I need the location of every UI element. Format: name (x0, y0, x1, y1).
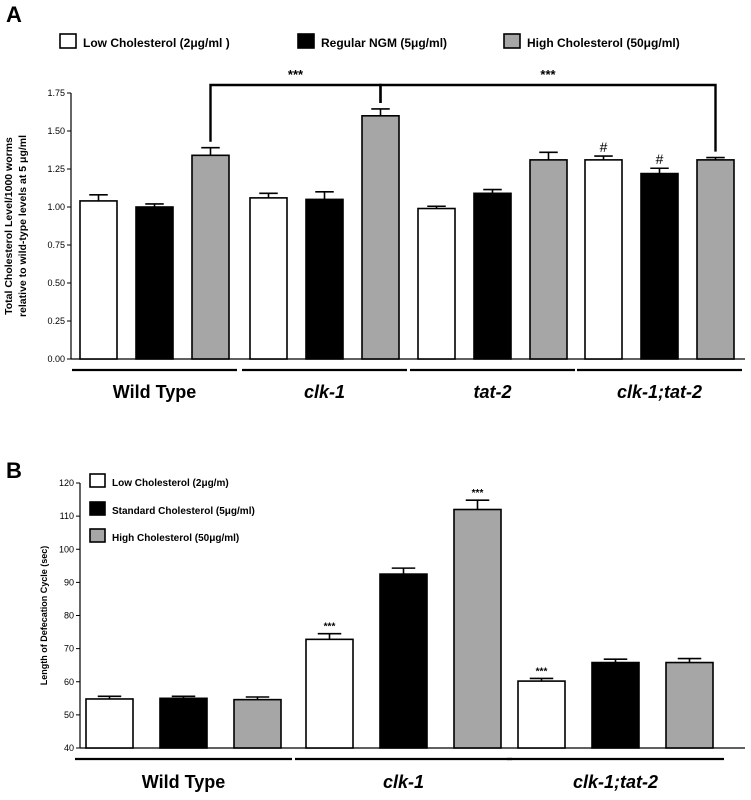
y-tick-label: 1.75 (47, 88, 65, 98)
significance-mark: *** (536, 666, 548, 677)
chart-a: Low Cholesterol (2μg/ml ) Regular NGM (5μ… (3, 33, 745, 402)
y-tick-label: 100 (59, 544, 74, 554)
significance-mark: # (600, 139, 608, 155)
y-axis-label: Total Cholesterol Level/1000 worms (3, 137, 15, 315)
bracket-label: *** (288, 67, 304, 82)
bar (361, 115, 400, 360)
legend-swatch (503, 33, 521, 49)
bar (517, 680, 566, 749)
bar (379, 573, 428, 749)
legend-swatch (59, 33, 77, 49)
bar (665, 661, 714, 749)
category-label: tat-2 (473, 382, 511, 402)
legend-label: Regular NGM (5μg/ml) (321, 36, 447, 50)
y-tick-label: 0.50 (47, 278, 65, 288)
bar (85, 698, 134, 749)
y-tick-label: 1.00 (47, 202, 65, 212)
bar (79, 200, 118, 360)
y-tick-label: 120 (59, 478, 74, 488)
bar (453, 508, 502, 749)
bar (305, 198, 344, 360)
legend-label: Low Cholesterol (2μg/m) (112, 478, 229, 489)
bar (135, 206, 174, 360)
category-label: clk-1 (383, 772, 424, 792)
category-label: Wild Type (142, 772, 226, 792)
category-label: clk-1;tat-2 (617, 382, 702, 402)
legend-swatch (89, 473, 106, 488)
y-tick-label: 1.25 (47, 164, 65, 174)
y-tick-label: 80 (64, 611, 74, 621)
panel-b-letter: B (6, 458, 22, 483)
legend-label: Standard Cholesterol (5μg/ml) (112, 506, 255, 517)
legend-swatch (89, 501, 106, 516)
bar (305, 638, 354, 749)
y-tick-label: 110 (60, 511, 74, 521)
y-tick-label: 60 (64, 677, 74, 687)
y-tick-label: 0.75 (47, 240, 65, 250)
y-tick-label: 70 (64, 644, 74, 654)
bar (640, 172, 679, 360)
legend-label: Low Cholesterol (2μg/ml ) (83, 36, 230, 50)
bar (591, 661, 640, 749)
legend-label: High Cholesterol (50μg/ml) (527, 36, 680, 50)
significance-bracket (379, 83, 717, 152)
bar (417, 207, 456, 360)
significance-mark: *** (324, 622, 336, 633)
category-label: Wild Type (113, 382, 197, 402)
category-label: clk-1 (304, 382, 345, 402)
significance-mark: *** (472, 488, 484, 499)
chart-b: Low Cholesterol (2μg/m) Standard Choleste… (39, 473, 745, 792)
legend-label: High Cholesterol (50μg/ml) (112, 533, 239, 544)
y-tick-label: 40 (64, 743, 74, 753)
bar (249, 197, 288, 360)
y-tick-label: 90 (64, 577, 74, 587)
y-tick-label: 0.25 (47, 316, 65, 326)
category-label: clk-1;tat-2 (573, 772, 658, 792)
panel-a-letter: A (6, 2, 22, 27)
bar (696, 159, 735, 360)
y-tick-label: 1.50 (47, 126, 65, 136)
bar (233, 698, 282, 749)
bracket-label: *** (540, 67, 556, 82)
bar (584, 159, 623, 360)
y-tick-label: 50 (64, 710, 74, 720)
y-axis-label: relative to wild-type levels at 5 μg/ml (17, 135, 29, 317)
bar (473, 192, 512, 360)
significance-mark: # (656, 151, 664, 167)
legend-swatch (297, 33, 315, 49)
legend-swatch (89, 528, 106, 543)
significance-bracket (209, 83, 382, 142)
bar (191, 154, 230, 360)
y-tick-label: 0.00 (47, 354, 65, 364)
bar (159, 697, 208, 749)
bar (529, 159, 568, 360)
y-axis-label: Length of Defecation Cycle (sec) (39, 546, 49, 686)
